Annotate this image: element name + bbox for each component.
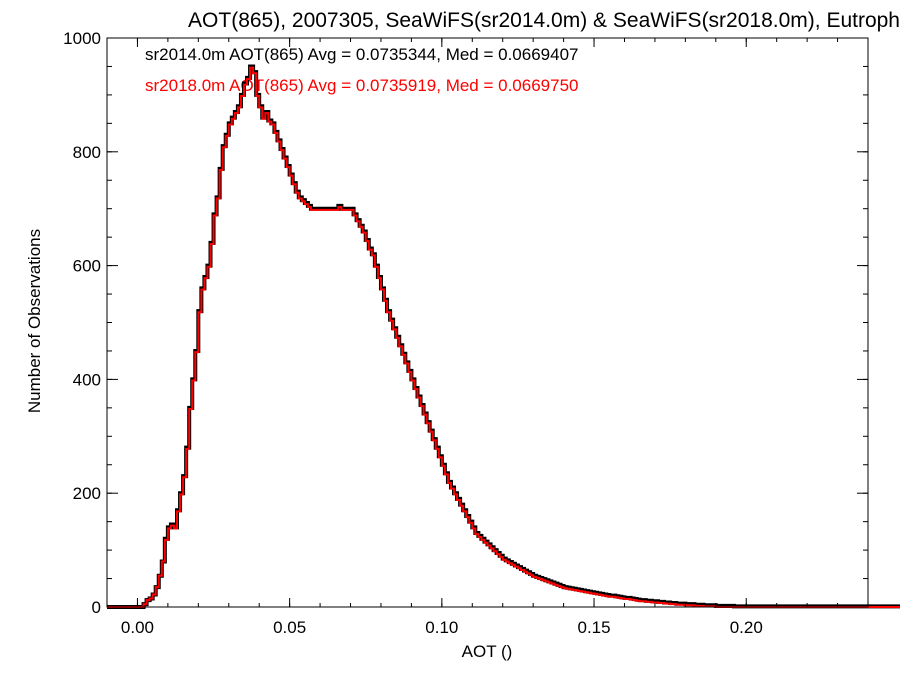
y-tick-label: 0 <box>92 598 101 617</box>
x-tick-label: 0.10 <box>425 618 458 637</box>
y-tick-label: 1000 <box>63 29 101 48</box>
legend-series-1-stats: sr2014.0m AOT(865) Avg = 0.0735344, Med … <box>145 45 579 64</box>
x-axis-label: AOT () <box>462 642 513 661</box>
legend-series-2-stats: sr2018.0m AOT(865) Avg = 0.0735919, Med … <box>145 76 579 95</box>
y-tick-label: 600 <box>73 257 101 276</box>
y-tick-label: 200 <box>73 484 101 503</box>
x-tick-label: 0.00 <box>121 618 154 637</box>
plot-area: 0.00 0.05 0.10 0.15 0.20 0 200 400 600 800 1000 <box>63 29 900 637</box>
x-tick-label: 0.20 <box>730 618 763 637</box>
y-tick-label: 400 <box>73 370 101 389</box>
series-line-sr2018.0m <box>107 66 900 608</box>
y-tick-label: 800 <box>73 143 101 162</box>
x-tick-label: 0.05 <box>273 618 306 637</box>
y-axis-label: Number of Observations <box>25 229 44 413</box>
x-tick-label: 0.15 <box>577 618 610 637</box>
chart-title: AOT(865), 2007305, SeaWiFS(sr2014.0m) & … <box>188 9 900 32</box>
plot-frame <box>106 37 869 608</box>
